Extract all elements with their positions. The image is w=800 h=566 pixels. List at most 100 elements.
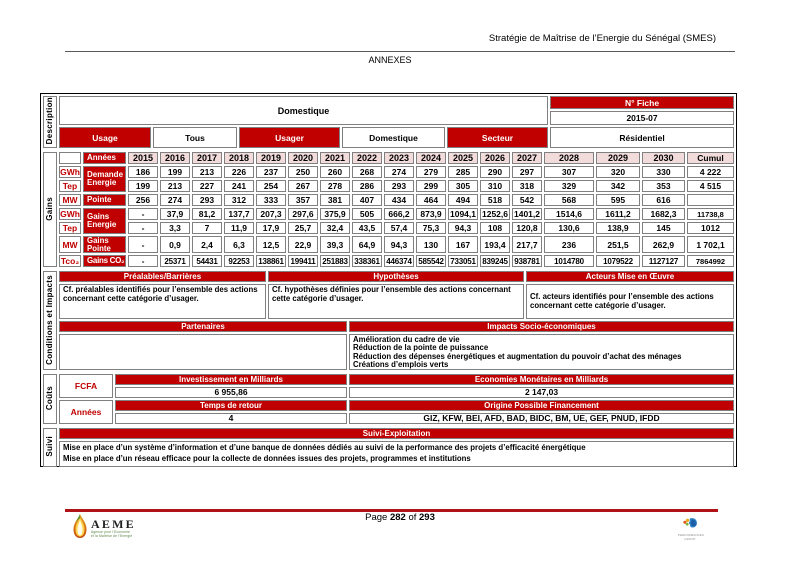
gains-cumul-cell: 4 222 bbox=[687, 166, 734, 178]
gains-value-cell: - bbox=[128, 222, 158, 234]
year-header-cell: 2029 bbox=[596, 152, 640, 164]
suivi-line: Mise en place d’un réseau efficace pour … bbox=[63, 453, 471, 463]
gains-value-cell: 11,9 bbox=[224, 222, 254, 234]
partner-caption: PERFORMANCES GROUP bbox=[678, 533, 704, 541]
aeme-logo: AEME Agence pour l’Economie et la Maîtris… bbox=[72, 513, 202, 543]
gains-cumul-cell: 1 702,1 bbox=[687, 236, 734, 253]
table-row: Description Domestique N° Fiche bbox=[43, 96, 735, 148]
gains-value-cell: 299 bbox=[416, 180, 446, 192]
section-label-text: Description bbox=[45, 97, 54, 145]
year-header-cell: 2021 bbox=[320, 152, 350, 164]
gains-value-cell: 267 bbox=[288, 180, 318, 192]
gains-value-cell: 342 bbox=[596, 180, 640, 192]
years-row-label: Années bbox=[83, 152, 126, 164]
gains-value-cell: 1252,6 bbox=[480, 208, 510, 220]
gains-value-cell: 256 bbox=[128, 194, 158, 206]
gains-value-cell: 120,8 bbox=[512, 222, 542, 234]
gains-row: GWh Demande Energie 186 199 213 226 237 250 260 2… bbox=[43, 166, 734, 192]
gains-value-cell: 666,2 bbox=[384, 208, 414, 220]
gains-value-cell: 199 bbox=[160, 166, 190, 178]
economies-value: 2 147,03 bbox=[349, 387, 734, 398]
suivi-text: Mise en place d’un système d’information… bbox=[59, 441, 734, 467]
year-header-cell: 2025 bbox=[448, 152, 478, 164]
usage-header: Usage bbox=[59, 127, 151, 148]
gains-value-cell: 75,3 bbox=[416, 222, 446, 234]
fiche-number-header: N° Fiche bbox=[550, 96, 735, 109]
gains-value-cell: 145 bbox=[642, 222, 685, 234]
gains-value-cell: 25,7 bbox=[288, 222, 318, 234]
gains-value-cell: 310 bbox=[480, 180, 510, 192]
gains-value-cell: 262,9 bbox=[642, 236, 685, 253]
gains-value-cell: 268 bbox=[352, 166, 382, 178]
fiche-number-value: 2015-07 bbox=[550, 111, 735, 125]
year-header-cell: 2017 bbox=[192, 152, 222, 164]
gains-value-cell: 338361 bbox=[352, 255, 382, 267]
temps-retour-value: 4 bbox=[115, 413, 347, 424]
temps-retour-header: Temps de retour bbox=[115, 400, 347, 411]
year-header-cell: 2022 bbox=[352, 152, 382, 164]
gains-row: MW Pointe 256 274 293 312 333 357 381 407 434 464 49… bbox=[43, 194, 734, 206]
aeme-tagline-line2: et la Maîtrise de l’Energie bbox=[91, 534, 133, 538]
gains-value-cell: 285 bbox=[448, 166, 478, 178]
year-header-cell: 2023 bbox=[384, 152, 414, 164]
table-row: Années Temps de retour Origine Possible … bbox=[43, 400, 734, 424]
gains-value-cell: 297 bbox=[512, 166, 542, 178]
gains-value-cell: 94,3 bbox=[384, 236, 414, 253]
gains-value-cell: 357 bbox=[288, 194, 318, 206]
gains-value-cell: 186 bbox=[128, 166, 158, 178]
impact-line: Réduction de la pointe de puissance bbox=[353, 343, 489, 353]
section-label-text: Gains bbox=[45, 196, 54, 221]
section-description: Description Domestique N° Fiche 2015-07 … bbox=[41, 94, 736, 150]
empty-cell bbox=[59, 152, 81, 164]
gains-value-cell: 595 bbox=[596, 194, 640, 206]
section-label-text: Coûts bbox=[45, 385, 54, 411]
gains-cumul-cell: 11738,8 bbox=[687, 208, 734, 220]
gains-row: Tco₂ Gains CO₂ -25371 54431 92253 138861 19941… bbox=[43, 255, 734, 267]
table-row: Suivi Suivi-Exploitation bbox=[43, 428, 734, 467]
gains-value-cell: 464 bbox=[416, 194, 446, 206]
gains-value-cell: 1401,2 bbox=[512, 208, 542, 220]
impact-line: Réduction des dépenses énergétiques et a… bbox=[353, 351, 682, 361]
aeme-tagline: Agence pour l’Economie et la Maîtrise de … bbox=[91, 530, 136, 538]
gains-value-cell: 37,9 bbox=[160, 208, 190, 220]
gains-value-cell: 1094,1 bbox=[448, 208, 478, 220]
table-row: Partenaires Impacts Socio-économiques bbox=[43, 321, 735, 332]
section-label-text: Conditions et Impacts bbox=[45, 274, 54, 365]
header-rule bbox=[65, 51, 735, 52]
gains-value-cell: 43,5 bbox=[352, 222, 382, 234]
gains-value-cell: 217,7 bbox=[512, 236, 542, 253]
gains-value-cell: 407 bbox=[352, 194, 382, 206]
gains-cumul-cell: 7864992 bbox=[687, 255, 734, 267]
gains-value-cell: 494 bbox=[448, 194, 478, 206]
row-label-pointe: Pointe bbox=[83, 194, 126, 206]
gains-value-cell: 434 bbox=[384, 194, 414, 206]
gains-value-cell: 32,4 bbox=[320, 222, 350, 234]
annexes-heading: ANNEXES bbox=[368, 55, 412, 65]
row-label-demande-energie: Demande Energie bbox=[83, 166, 126, 192]
gains-value-cell: 353 bbox=[642, 180, 685, 192]
gains-value-cell: 293 bbox=[384, 180, 414, 192]
gains-value-cell: 839245 bbox=[480, 255, 510, 267]
gains-value-cell: 251883 bbox=[320, 255, 350, 267]
gains-value-cell: - bbox=[128, 236, 158, 253]
gains-value-cell: 81,2 bbox=[192, 208, 222, 220]
gains-value-cell: 274 bbox=[160, 194, 190, 206]
annees-unit-cell: Années bbox=[59, 400, 113, 424]
gains-value-cell: 226 bbox=[224, 166, 254, 178]
partner-caption-line2: GROUP bbox=[684, 536, 696, 541]
year-header-cell: 2019 bbox=[256, 152, 286, 164]
gains-value-cell: 542 bbox=[512, 194, 542, 206]
fiche-table: Description Domestique N° Fiche 2015-07 … bbox=[40, 93, 737, 467]
section-label-text: Suivi bbox=[45, 436, 54, 457]
gains-value-cell: 138861 bbox=[256, 255, 286, 267]
partenaires-header: Partenaires bbox=[59, 321, 347, 332]
gains-value-cell: - bbox=[128, 208, 158, 220]
gains-value-cell: 17,9 bbox=[256, 222, 286, 234]
origine-header: Origine Possible Financement bbox=[349, 400, 734, 411]
gains-value-cell: 318 bbox=[512, 180, 542, 192]
gains-value-cell: 733051 bbox=[448, 255, 478, 267]
section-label-gains: Gains bbox=[43, 152, 57, 267]
section-label-conditions: Conditions et Impacts bbox=[43, 271, 57, 370]
section-suivi: Suivi Suivi-Exploitation Mise en place d… bbox=[41, 426, 736, 469]
gains-value-cell: 274 bbox=[384, 166, 414, 178]
